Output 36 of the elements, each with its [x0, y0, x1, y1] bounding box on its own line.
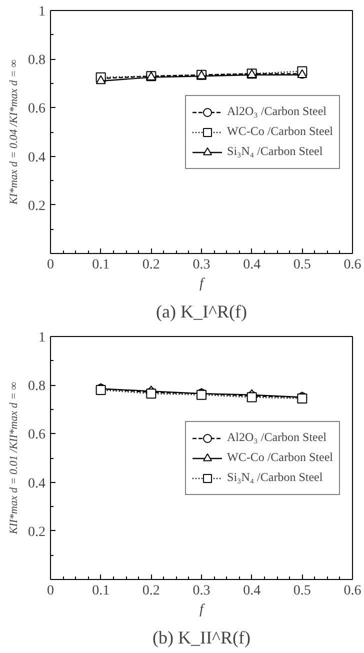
y-axis-title: KI*max d = 0.04 /KI*max d = ∞ [8, 59, 20, 206]
y-tick-label: 1 [38, 330, 46, 346]
x-tick-label: 0 [47, 258, 54, 272]
y-tick-label: 0.6 [28, 102, 46, 117]
x-tick-label: 0.4 [243, 258, 261, 272]
x-tick-label: 0.1 [92, 584, 110, 598]
x-axis-title: f [200, 602, 206, 618]
y-tick-label: 0.4 [28, 150, 46, 166]
x-tick-label: 0.6 [344, 258, 362, 272]
x-axis-title: f [200, 276, 206, 292]
x-tick-label: 0.5 [293, 584, 311, 598]
x-tick-label: 0 [47, 584, 54, 598]
legend-label: WC-Co /Carbon Steel [227, 124, 333, 139]
y-axis-title: KII*max d = 0.01 /KII*max d = ∞ [8, 382, 20, 536]
text: (b) K_II^R(f) [152, 628, 250, 648]
x-tick-label: 0.2 [142, 584, 160, 598]
x-tick-label: 0.3 [192, 584, 210, 598]
x-tick-label: 0.5 [293, 258, 311, 272]
x-tick-label: 0.2 [142, 258, 160, 272]
y-tick-label: 0.8 [28, 53, 46, 68]
x-tick-label: 0.1 [92, 258, 110, 272]
y-tick-label: 0.6 [28, 428, 46, 443]
legend-label: WC-Co /Carbon Steel [227, 450, 333, 465]
y-tick-label: 0.8 [28, 379, 46, 394]
legend-label: Al2O₃ /Carbon Steel [227, 430, 327, 445]
legend-label: Si₃N₄ /Carbon Steel [227, 144, 323, 159]
y-tick-label: 0.4 [28, 476, 46, 492]
y-tick-label: 0.2 [28, 198, 46, 214]
text: (a) K_I^R(f) [156, 302, 247, 322]
legend-label: Si₃N₄ /Carbon Steel [227, 470, 323, 485]
x-tick-label: 0.4 [243, 584, 261, 598]
y-tick-label: 0.2 [28, 524, 46, 540]
y-tick-label: 1 [38, 4, 46, 20]
legend-label: Al2O₃ /Carbon Steel [227, 104, 327, 119]
x-tick-label: 0.6 [344, 584, 362, 598]
x-tick-label: 0.3 [192, 258, 210, 272]
